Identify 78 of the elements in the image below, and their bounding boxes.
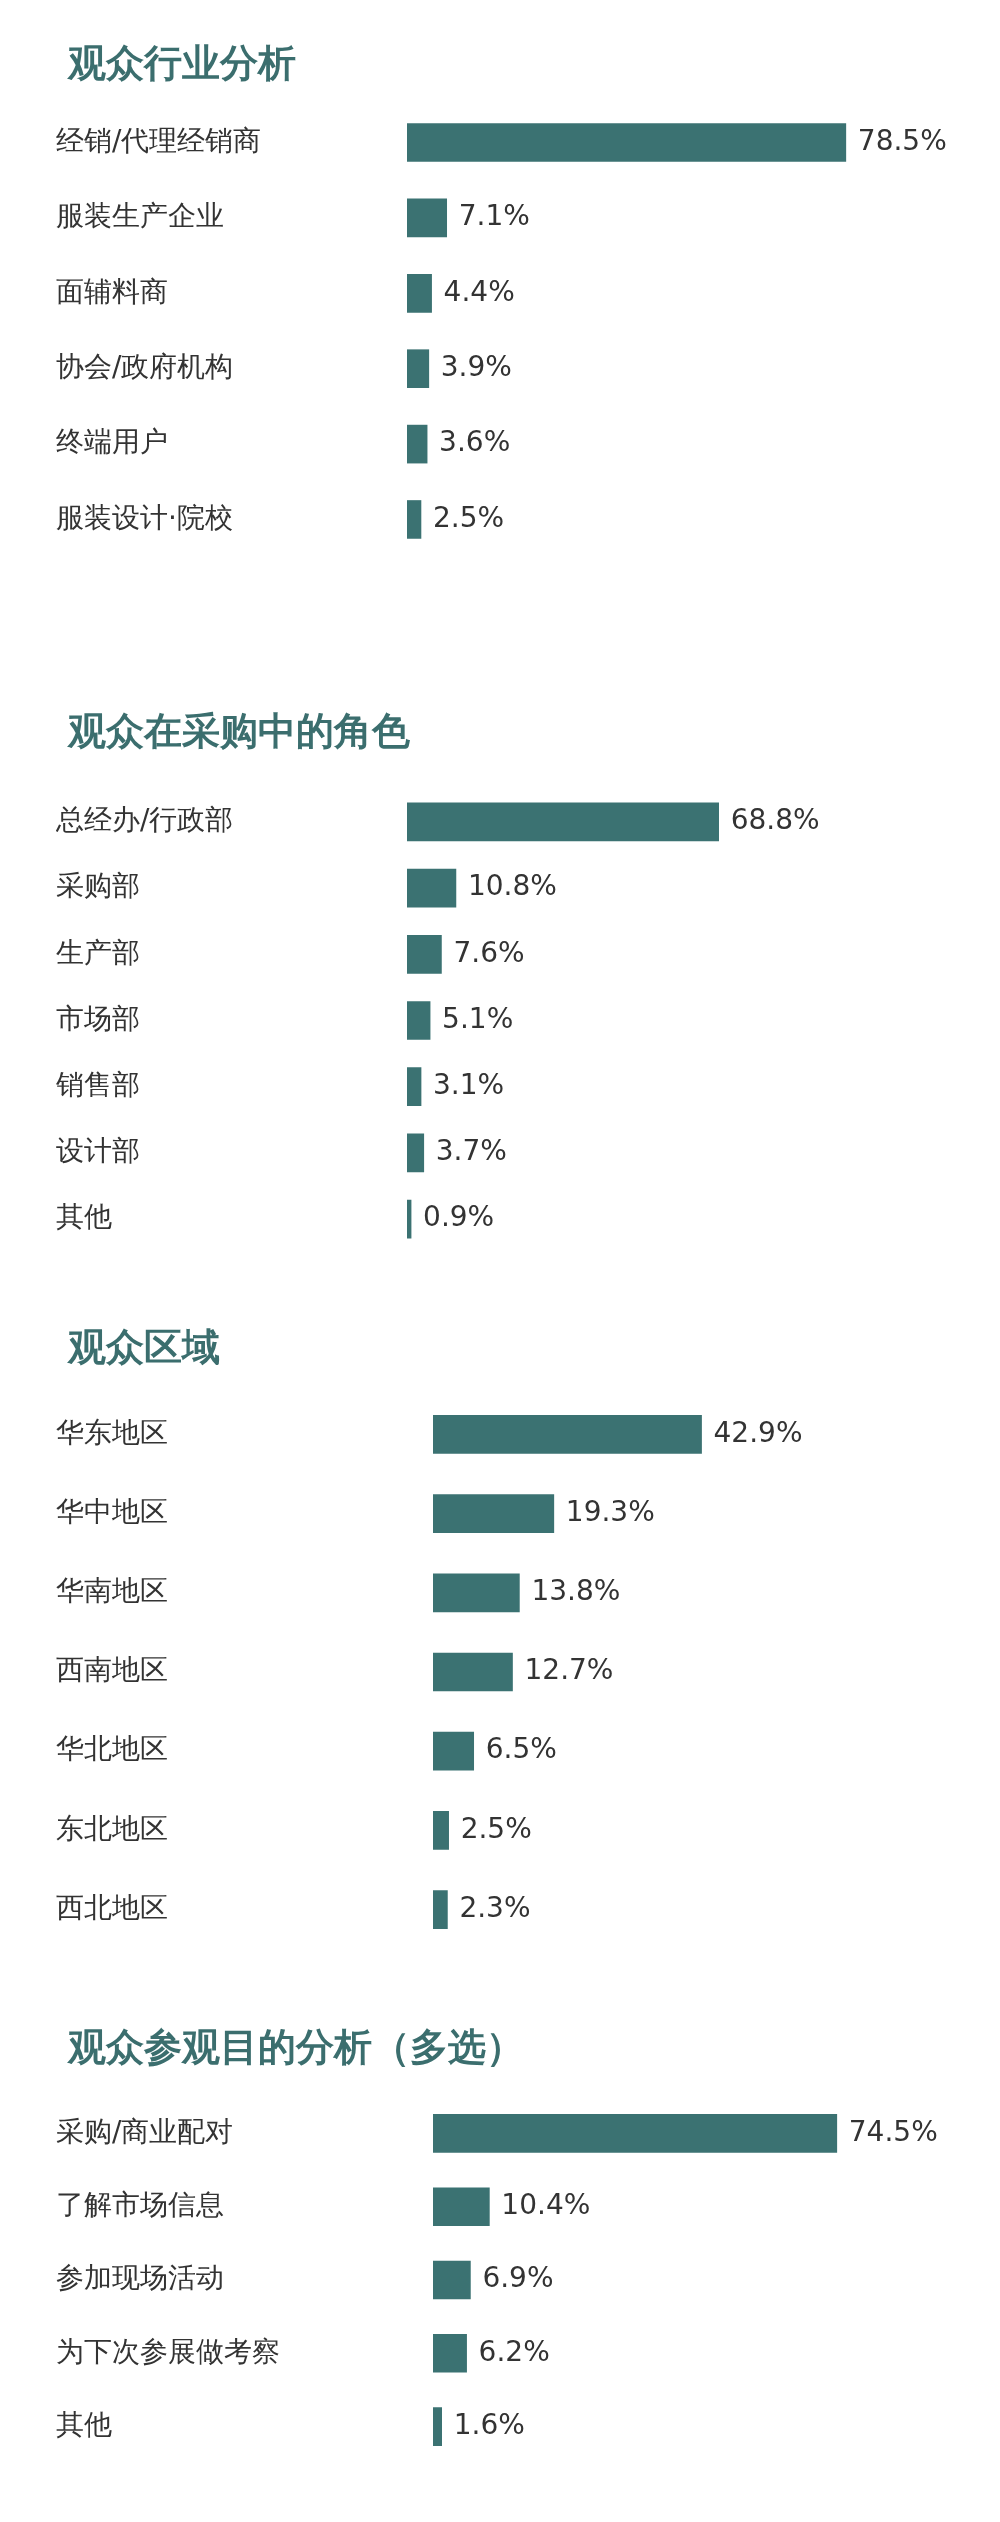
bar [407, 1001, 431, 1040]
data-label: 4.4% [443, 274, 515, 308]
bar [407, 198, 448, 238]
data-label: 13.8% [531, 1574, 621, 1608]
y-tick-label: 华南地区 [56, 1574, 168, 1608]
bar [433, 2407, 442, 2446]
y-tick-label: 销售部 [55, 1067, 140, 1101]
y-tick-label: 服装生产企业 [56, 199, 224, 233]
y-tick-label: 西北地区 [56, 1890, 168, 1924]
y-tick-label: 东北地区 [56, 1811, 168, 1845]
bar [407, 934, 442, 974]
data-label: 42.9% [713, 1415, 803, 1449]
y-tick-label: 终端用户 [56, 425, 168, 459]
y-tick-label: 协会/政府机构 [56, 349, 234, 383]
data-label: 3.9% [440, 349, 512, 383]
bar [407, 424, 428, 464]
data-label: 0.9% [423, 1200, 495, 1234]
bar [433, 1494, 555, 1533]
data-label: 1.6% [453, 2407, 525, 2441]
data-label: 74.5% [848, 2114, 938, 2148]
y-tick-label: 其他 [56, 1200, 112, 1234]
data-label: 7.6% [453, 935, 525, 969]
y-tick-label: 生产部 [56, 935, 140, 969]
bar [433, 1573, 520, 1613]
y-tick-label: 华东地区 [56, 1415, 168, 1449]
bar [433, 2260, 471, 2300]
chart-title: 观众区域 [68, 1324, 220, 1371]
bar [407, 802, 719, 842]
bar [407, 500, 422, 539]
y-tick-label: 市场部 [56, 1001, 140, 1035]
bar [433, 2114, 838, 2153]
data-label: 12.7% [524, 1653, 614, 1687]
data-label: 10.4% [501, 2188, 591, 2221]
y-tick-label: 设计部 [56, 1134, 140, 1168]
data-label: 6.5% [485, 1732, 557, 1766]
data-label: 3.1% [433, 1067, 505, 1101]
bar [433, 2333, 467, 2373]
y-tick-label: 经销/代理经销商 [56, 123, 262, 157]
chart-title: 观众在采购中的角色 [68, 708, 410, 755]
y-tick-label: 西南地区 [56, 1653, 168, 1687]
y-tick-label: 华中地区 [56, 1494, 168, 1528]
data-label: 6.2% [478, 2334, 550, 2368]
bar [433, 1890, 448, 1929]
y-tick-label: 采购/商业配对 [56, 2114, 234, 2148]
chart-title: 观众参观目的分析（多选） [68, 2024, 524, 2071]
data-label: 2.5% [460, 1811, 532, 1845]
bar [407, 349, 430, 389]
bar [407, 1067, 422, 1107]
bar [433, 1652, 513, 1692]
data-label: 19.3% [565, 1494, 655, 1528]
bar [407, 1133, 425, 1173]
chart-title: 观众行业分析 [68, 40, 296, 87]
y-tick-label: 华北地区 [56, 1732, 168, 1766]
data-label: 7.1% [458, 199, 530, 233]
y-tick-label: 服装设计·院校 [56, 500, 233, 534]
bar [433, 1731, 475, 1771]
data-label: 5.1% [442, 1001, 514, 1035]
y-tick-label: 为下次参展做考察 [56, 2334, 280, 2368]
data-label: 6.9% [482, 2261, 554, 2295]
data-label: 68.8% [730, 803, 820, 837]
data-label: 78.5% [857, 123, 947, 157]
y-tick-label: 总经办/行政部 [55, 803, 234, 837]
bar [407, 868, 457, 908]
data-label: 2.5% [432, 500, 505, 534]
bar [407, 123, 847, 162]
y-tick-label: 面辅料商 [56, 274, 168, 308]
y-tick-label: 采购部 [56, 869, 140, 903]
bar [433, 1811, 449, 1850]
data-label: 3.7% [435, 1134, 507, 1168]
data-label: 2.3% [459, 1890, 531, 1924]
y-tick-label: 参加现场活动 [56, 2261, 224, 2295]
data-label: 10.8% [467, 869, 557, 903]
data-label: 3.6% [439, 425, 511, 459]
bar [433, 2187, 490, 2227]
bar [433, 1415, 702, 1454]
bar [407, 273, 432, 313]
y-tick-label: 了解市场信息 [56, 2188, 224, 2221]
y-tick-label: 其他 [56, 2407, 112, 2441]
